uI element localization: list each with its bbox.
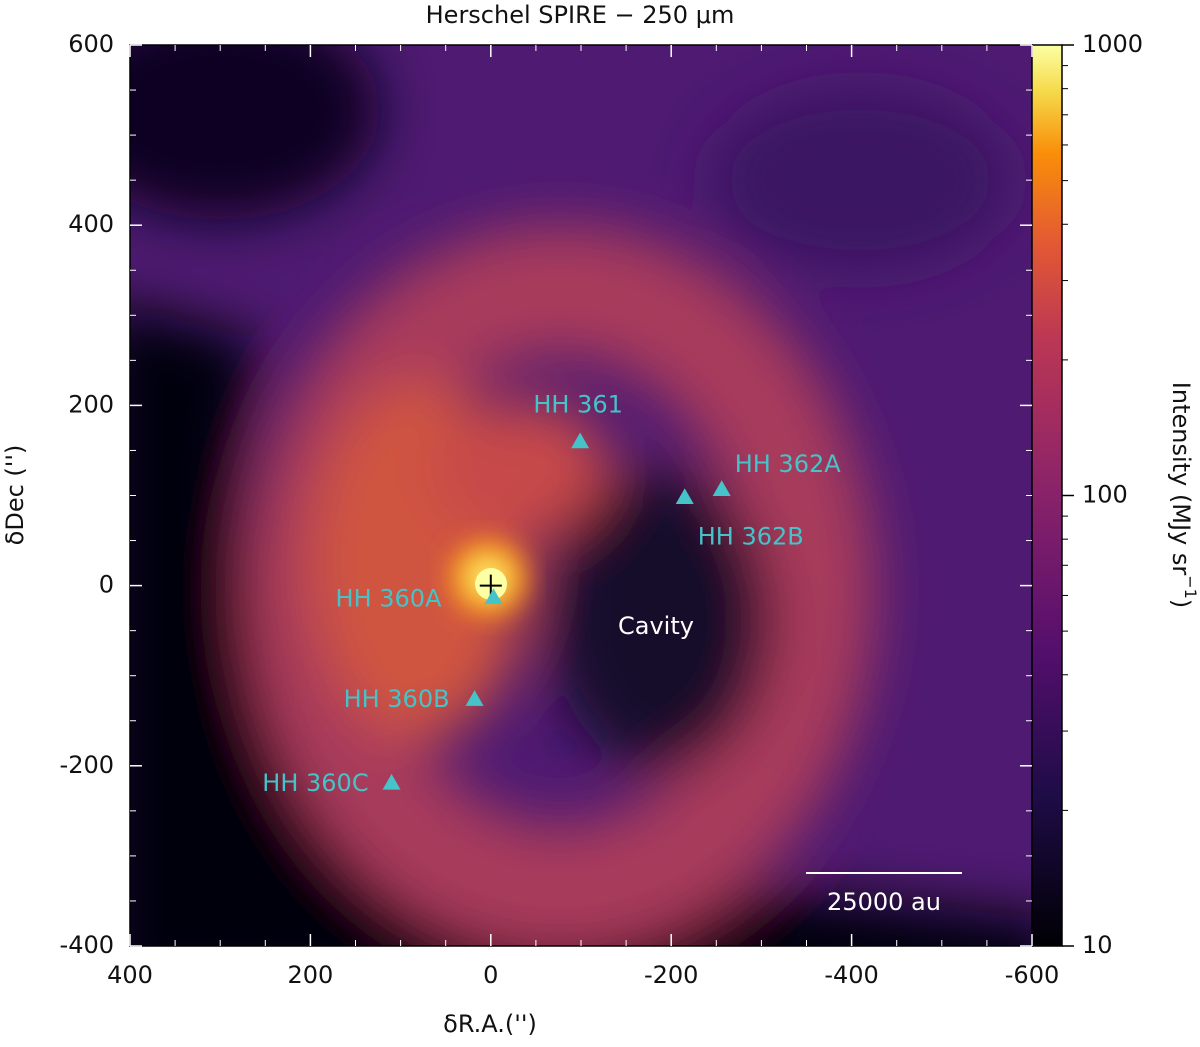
y-tick-label: -200 [60,751,114,779]
colorbar-tick-label: 1000 [1082,30,1143,58]
x-tick-label: -200 [644,961,698,989]
chart-title: Herschel SPIRE − 250 μm [426,1,735,29]
colorbar-tick-label: 100 [1082,481,1128,509]
cavity-label: Cavity [618,612,694,640]
y-tick-label: 400 [68,210,114,238]
colorbar-label-sup: −1 [1182,575,1200,599]
colorbar-label-main: Intensity (MJy sr [1167,382,1195,576]
x-axis-label: δR.A.('') [443,1010,537,1038]
colorbar [1032,45,1062,946]
x-tick-label: 0 [483,961,498,989]
x-tick-label: 400 [107,961,153,989]
y-tick-label: 200 [68,390,114,418]
marker-label: HH 362A [735,450,842,478]
intensity-map [60,0,1060,1000]
marker-label: HH 360C [262,769,368,797]
x-tick-label: -600 [1005,961,1059,989]
x-tick-label: -400 [824,961,878,989]
scale-bar-label: 25000 au [827,888,941,916]
y-axis-label: δDec ('') [1,445,29,546]
marker-label: HH 360B [344,685,450,713]
marker-label: HH 362B [698,522,804,550]
y-tick-label: 600 [68,30,114,58]
colorbar-tick-label: 10 [1082,931,1113,959]
y-tick-label: -400 [60,931,114,959]
marker-label: HH 360A [336,584,443,612]
y-tick-label: 0 [99,571,114,599]
x-tick-label: 200 [287,961,333,989]
colorbar-label-end: ) [1167,599,1195,608]
marker-label: HH 361 [533,390,623,418]
colorbar-label: Intensity (MJy sr−1) [1167,382,1200,608]
